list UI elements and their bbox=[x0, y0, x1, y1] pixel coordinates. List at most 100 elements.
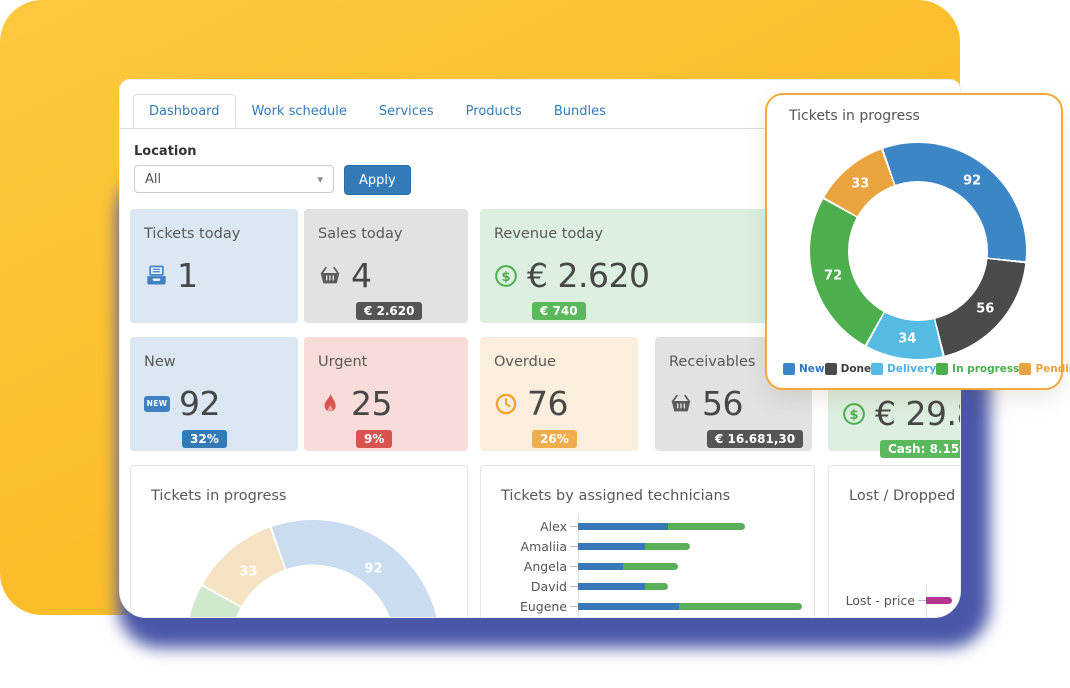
panel-title: Lost / Dropped off tickets bbox=[849, 488, 960, 504]
legend-label: Pending bbox=[1035, 363, 1070, 375]
tab-bar: Dashboard Work schedule Services Product… bbox=[120, 94, 960, 129]
legend-swatch bbox=[824, 363, 837, 375]
flame-icon bbox=[318, 392, 342, 416]
legend-item-delivery[interactable]: Delivery bbox=[871, 363, 936, 375]
stat-card-new: New NEW 92 32% bbox=[130, 337, 298, 451]
bar-segment bbox=[578, 562, 623, 570]
stat-value: 4 bbox=[351, 256, 372, 295]
stat-badge: € 740 bbox=[532, 302, 586, 320]
spotlight-card-tickets-in-progress: Tickets in progress 92 56 34 72 33 New Done De… bbox=[765, 93, 1070, 390]
stat-card-overdue: Overdue 76 26% bbox=[480, 337, 638, 451]
panel-title: Tickets in progress bbox=[151, 488, 287, 504]
tab-products[interactable]: Products bbox=[465, 104, 522, 119]
bar-segment bbox=[645, 542, 690, 550]
bar-track bbox=[578, 602, 802, 610]
bar-row-label: David bbox=[530, 578, 567, 594]
svg-text:$: $ bbox=[501, 269, 510, 284]
legend-item-in-progress[interactable]: In progress bbox=[936, 363, 1019, 375]
stat-card-revenue-today: Revenue today $ € 2.620 € 740 bbox=[480, 209, 812, 323]
panel-technicians: Tickets by assigned technicians Alex Amal… bbox=[480, 465, 815, 617]
axis-tick bbox=[570, 565, 578, 567]
dollar-circle-icon: $ bbox=[842, 402, 866, 426]
legend-swatch bbox=[783, 363, 795, 375]
stat-badge: 26% bbox=[532, 430, 577, 448]
stat-value: 56 bbox=[702, 384, 744, 423]
bar-segment bbox=[578, 602, 679, 610]
stat-value: € 2.620 bbox=[527, 256, 650, 295]
stat-title: Receivables bbox=[669, 354, 756, 370]
stat-badge: 32% bbox=[182, 430, 227, 448]
stat-value: 76 bbox=[527, 384, 569, 423]
legend-swatch bbox=[871, 363, 884, 375]
legend-label: Delivery bbox=[887, 363, 937, 375]
chevron-down-icon: ▾ bbox=[317, 172, 323, 186]
stat-value: € 29.844, bbox=[875, 394, 960, 433]
basket-icon bbox=[318, 264, 342, 288]
stat-badge: € 2.620 bbox=[356, 302, 423, 320]
donut-segment-label: 33 bbox=[239, 564, 258, 580]
bar-row-label: Lost - price bbox=[845, 592, 915, 608]
tab-services[interactable]: Services bbox=[378, 104, 434, 119]
bar-row-label: Eugene bbox=[519, 598, 567, 614]
svg-text:$: $ bbox=[849, 407, 858, 422]
axis-tick bbox=[570, 525, 578, 527]
location-select-value: All bbox=[145, 171, 162, 187]
stat-badge: € 16.681,30 bbox=[707, 430, 804, 448]
stat-badge: 9% bbox=[356, 430, 393, 448]
axis-tick bbox=[570, 605, 578, 607]
donut-segment-label: 34 bbox=[898, 331, 917, 347]
stat-title: Overdue bbox=[494, 354, 556, 370]
apply-button[interactable]: Apply bbox=[344, 165, 411, 195]
legend-label: Done bbox=[840, 363, 872, 375]
tab-bundles[interactable]: Bundles bbox=[553, 104, 606, 119]
tab-work-schedule[interactable]: Work schedule bbox=[251, 104, 347, 119]
bar-row-label: Alex bbox=[540, 518, 567, 534]
bar-row: Alex bbox=[481, 516, 814, 536]
cash-drawer-icon bbox=[144, 264, 168, 288]
technicians-bar-chart: Alex Amaliia Angela David Eugene bbox=[481, 516, 814, 616]
donut-segment-label: 72 bbox=[824, 268, 843, 284]
stat-value: 25 bbox=[351, 384, 393, 423]
legend-item-done[interactable]: Done bbox=[824, 363, 872, 375]
tickets-progress-donut-chart-zoomed: 92 56 34 72 33 bbox=[810, 143, 1026, 359]
panel-lost-dropped: Lost / Dropped off tickets Lost - price bbox=[828, 465, 960, 617]
legend-swatch bbox=[936, 363, 949, 375]
bar-row-label: Angela bbox=[523, 558, 567, 574]
dollar-circle-icon: $ bbox=[494, 264, 518, 288]
new-badge-icon: NEW bbox=[144, 395, 170, 412]
bar-track bbox=[578, 522, 745, 530]
legend-label: In progress bbox=[952, 363, 1020, 375]
stat-title: Revenue today bbox=[494, 226, 603, 242]
tab-dashboard[interactable]: Dashboard bbox=[133, 94, 236, 128]
location-label: Location bbox=[134, 144, 197, 159]
stat-card-sales-today: Sales today 4 € 2.620 bbox=[304, 209, 468, 323]
legend-label: New bbox=[799, 363, 825, 375]
panel-title: Tickets by assigned technicians bbox=[501, 488, 731, 504]
bar-segment bbox=[578, 522, 668, 530]
lost-dropped-bar-chart: Lost - price bbox=[829, 590, 960, 610]
legend-item-pending[interactable]: Pending bbox=[1019, 363, 1070, 375]
bar-segment bbox=[578, 582, 645, 590]
location-select[interactable]: All ▾ bbox=[134, 165, 334, 193]
stat-title: Tickets today bbox=[144, 226, 241, 242]
donut-segment-label: 33 bbox=[851, 176, 870, 192]
bar-track bbox=[578, 562, 678, 570]
spotlight-title: Tickets in progress bbox=[789, 108, 920, 124]
clock-icon bbox=[494, 392, 518, 416]
stat-card-urgent: Urgent 25 9% bbox=[304, 337, 468, 451]
bar-track bbox=[578, 542, 690, 550]
bar-row: Lost - price bbox=[829, 590, 960, 610]
bar-track bbox=[578, 582, 668, 590]
basket-icon bbox=[669, 392, 693, 416]
stat-value: 92 bbox=[179, 384, 221, 423]
stat-title: Urgent bbox=[318, 354, 368, 370]
bar-row: Eugene bbox=[481, 596, 814, 616]
donut-segment-label: 56 bbox=[976, 301, 995, 317]
stat-card-tickets-today: Tickets today 1 bbox=[130, 209, 298, 323]
bar-segment bbox=[668, 522, 745, 530]
donut-segment-label: 92 bbox=[364, 561, 383, 577]
legend-item-new[interactable]: New bbox=[783, 363, 825, 375]
donut-legend: New Done Delivery In progress Pending bbox=[783, 363, 1070, 375]
